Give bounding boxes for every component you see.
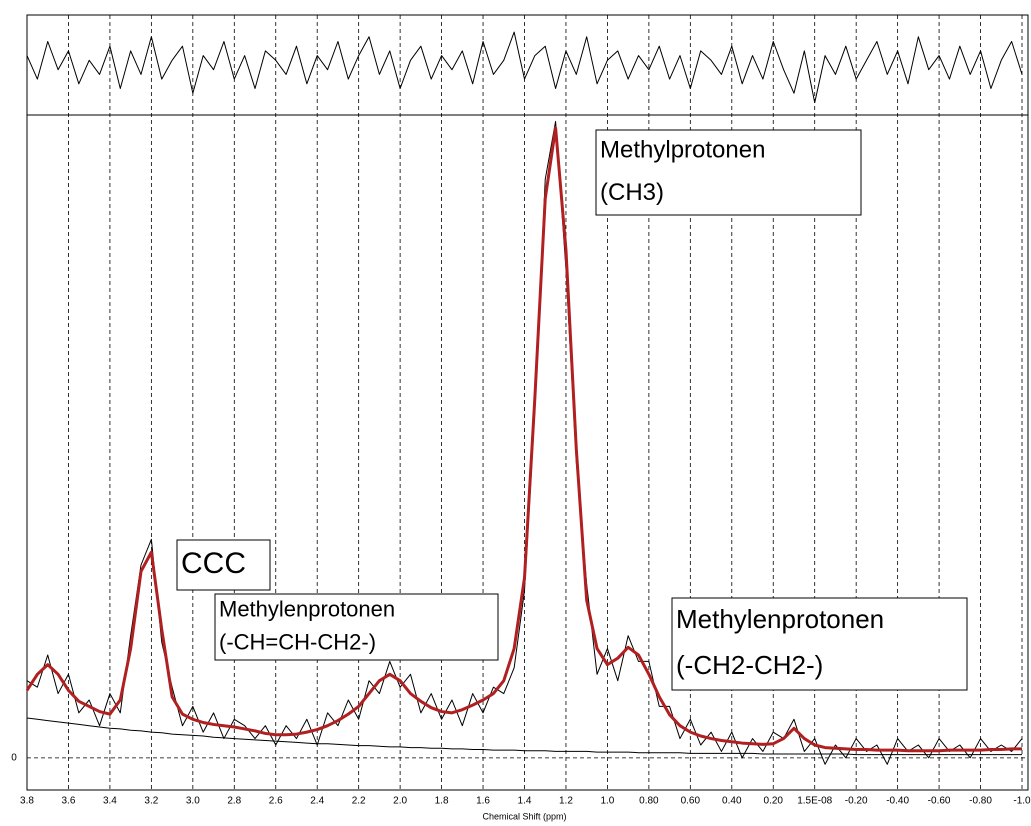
annotation-text: Methylprotonen — [600, 137, 765, 164]
x-tick-label: -0.20 — [845, 796, 868, 807]
x-tick-label: 2.2 — [352, 796, 366, 807]
x-tick-label: -0.60 — [928, 796, 951, 807]
x-tick-label: 0.20 — [764, 796, 784, 807]
x-tick-label: -0.80 — [969, 796, 992, 807]
x-tick-label: 0.60 — [681, 796, 701, 807]
x-tick-label: 1.2 — [559, 796, 573, 807]
series-line — [25, 126, 1022, 753]
x-tick-label: 2.0 — [393, 796, 407, 807]
annotation-text: CCC — [181, 547, 246, 580]
x-tick-label: 2.8 — [227, 796, 241, 807]
x-tick-label: 3.2 — [144, 796, 158, 807]
x-tick-label: 3.0 — [186, 796, 200, 807]
annotation-text: (CH3) — [600, 179, 664, 206]
annotation-box — [214, 593, 499, 661]
annotation-text: Methylenprotonen — [676, 604, 884, 634]
x-tick-label: -1.0 — [1013, 796, 1031, 807]
annotation-text: Methylenprotonen — [219, 596, 395, 621]
x-tick-label: 1.0 — [600, 796, 614, 807]
x-tick-label: 1.6 — [476, 796, 490, 807]
x-tick-label: 3.8 — [20, 796, 34, 807]
x-tick-label: 1.4 — [518, 796, 532, 807]
annotation-box — [176, 539, 271, 591]
x-tick-label: 1.8 — [435, 796, 449, 807]
x-tick-label: 3.4 — [103, 796, 117, 807]
x-tick-label: 3.6 — [62, 796, 76, 807]
series-line — [26, 120, 1023, 765]
x-axis-label: Chemical Shift (ppm) — [482, 811, 566, 821]
x-tick-label: 2.6 — [269, 796, 283, 807]
x-tick-label: 2.4 — [310, 796, 324, 807]
y-tick-label: 0 — [11, 752, 17, 763]
x-tick-label: 0.40 — [722, 796, 742, 807]
x-tick-label: 1.5E-08 — [797, 796, 832, 807]
annotation-text: (-CH=CH-CH2-) — [219, 629, 376, 654]
x-tick-label: -0.40 — [886, 796, 909, 807]
x-tick-label: 0.80 — [639, 796, 659, 807]
series-line — [26, 717, 1022, 756]
annotation-box — [595, 129, 862, 216]
annotation-text: (-CH2-CH2-) — [676, 650, 823, 680]
annotation-box — [671, 597, 968, 691]
